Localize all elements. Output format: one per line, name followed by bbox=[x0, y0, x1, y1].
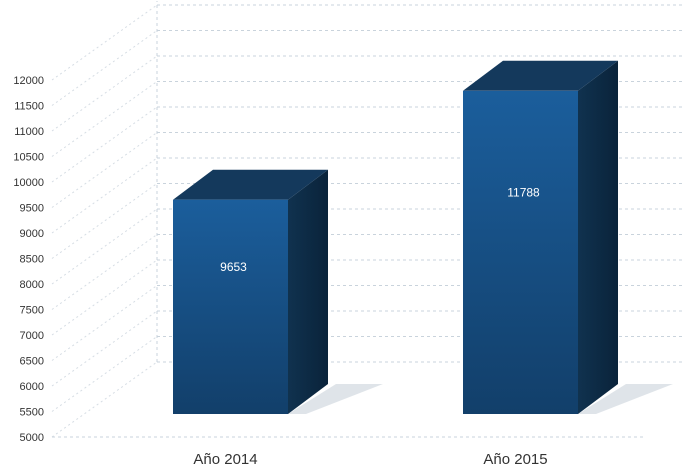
y-tick-label: 6000 bbox=[20, 381, 44, 393]
grid-connector bbox=[51, 310, 158, 387]
y-tick-label: 9000 bbox=[20, 228, 44, 240]
grid-connector bbox=[51, 361, 158, 438]
grid-connector bbox=[51, 336, 158, 412]
y-tick-label: 5500 bbox=[20, 407, 44, 419]
y-tick-label: 10000 bbox=[13, 177, 44, 189]
y-tick-label: 7000 bbox=[20, 330, 44, 342]
grid-connector bbox=[51, 285, 158, 361]
grid-connector bbox=[51, 259, 158, 336]
grid-connector bbox=[51, 4, 158, 81]
grid-connector bbox=[51, 81, 158, 157]
x-category-label: Año 2015 bbox=[483, 451, 547, 468]
y-tick-label: 11000 bbox=[14, 126, 44, 138]
bar-group: 9653 bbox=[173, 169, 383, 414]
bar-top bbox=[463, 60, 618, 91]
y-tick-label: 9500 bbox=[20, 203, 44, 215]
data-label: 11788 bbox=[507, 185, 540, 199]
bar bbox=[173, 199, 288, 414]
y-tick-label: 8000 bbox=[20, 279, 44, 291]
grid-connector bbox=[51, 55, 158, 132]
y-tick-label: 10500 bbox=[13, 152, 44, 164]
bar-side bbox=[578, 60, 618, 414]
y-tick-label: 12000 bbox=[13, 75, 44, 87]
grid-connector bbox=[51, 234, 158, 310]
y-tick-label: 8500 bbox=[20, 254, 44, 266]
grid-connector bbox=[51, 132, 158, 208]
y-tick-label: 11500 bbox=[14, 101, 44, 113]
bar-side bbox=[288, 169, 328, 414]
y-tick-label: 6500 bbox=[20, 356, 44, 368]
grid-connector bbox=[51, 157, 158, 234]
grid-connector bbox=[51, 106, 158, 183]
y-tick-label: 5000 bbox=[20, 432, 44, 444]
data-label: 9653 bbox=[220, 260, 247, 274]
grid-connector bbox=[51, 183, 158, 259]
bar-shadow bbox=[578, 384, 673, 414]
bar-top bbox=[173, 169, 328, 200]
grid-connector bbox=[51, 30, 158, 106]
y-tick-label: 7500 bbox=[20, 305, 44, 317]
y-axis: 5000 5500 6000 6500 7000 7500 8000 8500 9000 9500… bbox=[13, 75, 44, 444]
bar-shadow bbox=[288, 384, 383, 414]
bars: 9653 11788 bbox=[173, 60, 673, 414]
x-category-label: Año 2014 bbox=[193, 451, 257, 468]
grid-connector bbox=[51, 208, 158, 285]
x-axis: Año 2014 Año 2015 bbox=[193, 451, 547, 468]
bar bbox=[463, 90, 578, 414]
bar-group: 11788 bbox=[463, 60, 673, 414]
